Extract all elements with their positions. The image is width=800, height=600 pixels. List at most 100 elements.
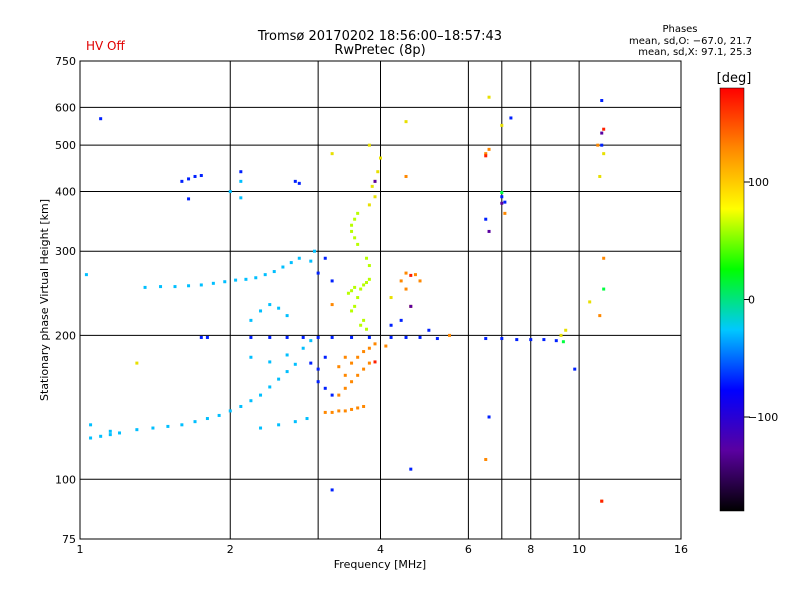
data-point — [277, 423, 281, 427]
data-point — [602, 256, 606, 260]
data-point — [564, 328, 568, 332]
y-tick-label: 200 — [55, 329, 76, 342]
data-point — [356, 355, 360, 359]
data-point — [484, 457, 488, 461]
data-point — [598, 314, 602, 318]
data-point — [484, 217, 488, 221]
data-point — [370, 184, 374, 188]
data-point — [353, 236, 357, 240]
data-point — [297, 256, 301, 260]
data-point — [254, 276, 258, 280]
data-point — [135, 361, 139, 365]
data-point — [244, 277, 248, 281]
data-point — [343, 355, 347, 359]
data-point — [487, 95, 491, 99]
data-point — [427, 328, 431, 332]
data-point — [259, 393, 263, 397]
data-point — [500, 123, 504, 127]
data-point — [356, 373, 360, 377]
data-point — [356, 296, 360, 300]
colorbar-tick-label: 100 — [748, 176, 769, 189]
x-tick-label: 10 — [572, 543, 586, 556]
data-point — [108, 429, 112, 433]
data-point — [367, 335, 371, 339]
data-point — [272, 270, 276, 274]
data-point — [350, 361, 354, 365]
data-point — [289, 261, 293, 265]
data-point — [503, 200, 507, 204]
data-point — [353, 285, 357, 289]
data-point — [316, 367, 320, 371]
data-point — [309, 259, 313, 263]
data-point — [187, 197, 191, 201]
data-point — [285, 314, 289, 318]
data-point — [312, 249, 316, 253]
data-point — [330, 303, 334, 307]
data-point — [373, 179, 377, 183]
data-point — [337, 365, 341, 369]
data-point — [484, 152, 488, 156]
y-axis-label: Stationary phase Virtual Height [km] — [38, 199, 51, 401]
data-point — [309, 361, 313, 365]
colorbar-tick-label: 0 — [748, 294, 755, 307]
data-point — [259, 426, 263, 430]
data-point — [180, 423, 184, 427]
data-point — [365, 256, 369, 260]
data-point — [356, 211, 360, 215]
y-tick-label: 750 — [55, 55, 76, 68]
data-point — [554, 339, 558, 343]
data-point — [293, 179, 297, 183]
data-point — [389, 335, 393, 339]
data-point — [399, 318, 403, 322]
data-point — [356, 242, 360, 246]
data-point — [362, 318, 366, 322]
scatter-points — [84, 95, 606, 503]
data-point — [350, 289, 354, 293]
data-point — [600, 499, 604, 503]
data-point — [135, 428, 139, 432]
data-point — [362, 367, 366, 371]
data-point — [293, 420, 297, 424]
data-point — [330, 279, 334, 283]
data-point — [600, 143, 604, 147]
data-point — [573, 367, 577, 371]
data-point — [343, 409, 347, 413]
phase-stats-title: Phases — [662, 24, 697, 35]
data-point — [404, 335, 408, 339]
data-point — [159, 285, 163, 289]
data-point — [234, 278, 238, 282]
colorbar-ticks: 100 0 −100 — [744, 176, 778, 424]
data-point — [376, 170, 380, 174]
data-point — [350, 229, 354, 233]
data-point — [309, 339, 313, 343]
data-point — [600, 99, 604, 103]
data-point — [487, 415, 491, 419]
data-point — [487, 147, 491, 151]
data-point — [293, 362, 297, 366]
y-axis-ticks: 75 100 200 300 400 500 600 750 — [55, 55, 76, 546]
data-point — [285, 335, 289, 339]
y-tick-label: 500 — [55, 139, 76, 152]
data-point — [404, 271, 408, 275]
data-point — [211, 281, 215, 285]
data-point — [409, 273, 413, 277]
data-point — [389, 323, 393, 327]
x-axis-ticks: 1 2 4 6 8 10 16 — [77, 543, 689, 556]
data-point — [367, 203, 371, 207]
data-point — [362, 404, 366, 408]
data-point — [118, 431, 122, 435]
data-point — [359, 287, 363, 291]
data-point — [180, 179, 184, 183]
data-point — [350, 335, 354, 339]
data-point — [268, 385, 272, 389]
data-point — [323, 410, 327, 414]
data-point — [249, 318, 253, 322]
data-point — [249, 399, 253, 403]
data-point — [350, 223, 354, 227]
data-point — [228, 189, 232, 193]
data-point — [187, 177, 191, 181]
data-point — [373, 360, 377, 364]
data-point — [239, 179, 243, 183]
data-point — [108, 433, 112, 437]
data-point — [330, 393, 334, 397]
